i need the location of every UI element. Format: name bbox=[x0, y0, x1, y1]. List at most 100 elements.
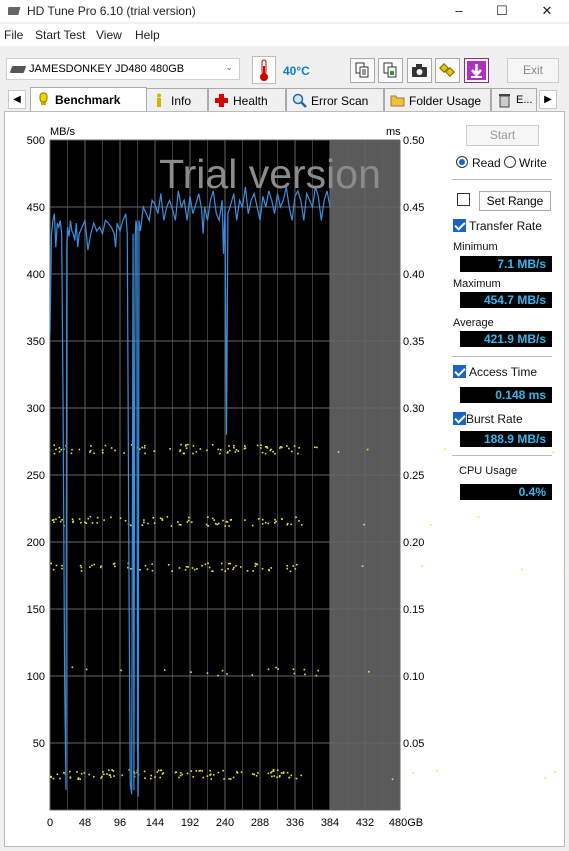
y-tick-left: 200 bbox=[27, 537, 45, 549]
tab-erase[interactable]: E... bbox=[491, 88, 537, 111]
access-time-point bbox=[51, 519, 54, 522]
menu-file[interactable]: File bbox=[4, 28, 24, 42]
screenshot-button[interactable] bbox=[407, 58, 432, 83]
access-time-point bbox=[78, 448, 81, 451]
access-time-point bbox=[152, 517, 155, 519]
read-radio[interactable] bbox=[456, 156, 468, 168]
maximum-label: Maximum bbox=[453, 278, 501, 290]
minimum-label: Minimum bbox=[453, 241, 498, 253]
exit-button[interactable]: Exit bbox=[507, 58, 559, 83]
access-time-point bbox=[363, 523, 365, 526]
access-time-point bbox=[290, 523, 292, 526]
tab-health[interactable]: Health bbox=[208, 88, 286, 111]
options-icon bbox=[439, 63, 455, 77]
tab-scroll-right[interactable]: ▶ bbox=[539, 90, 557, 109]
tab-label: Benchmark bbox=[55, 93, 121, 107]
menu-help[interactable]: Help bbox=[135, 28, 160, 42]
access-time-point bbox=[174, 771, 177, 774]
set-range-checkbox[interactable] bbox=[457, 193, 470, 206]
set-range-button[interactable]: Set Range bbox=[479, 191, 551, 211]
access-time-point bbox=[91, 564, 93, 567]
access-time-point bbox=[180, 443, 182, 446]
access-time-point bbox=[244, 447, 247, 449]
access-time-point bbox=[128, 769, 131, 771]
menu-start-test[interactable]: Start Test bbox=[35, 28, 86, 42]
access-time-point bbox=[315, 674, 318, 677]
maximize-button[interactable]: ☐ bbox=[496, 3, 508, 18]
copy-image-button[interactable] bbox=[378, 58, 403, 83]
drive-select[interactable]: JAMESDONKEY JD480 480GB ⌄ bbox=[6, 58, 240, 80]
menu-view[interactable]: View bbox=[96, 28, 122, 42]
access-time-point bbox=[257, 772, 259, 774]
transfer-rate-line bbox=[49, 186, 331, 797]
info-icon bbox=[157, 93, 161, 107]
tab-label: Folder Usage bbox=[409, 94, 482, 108]
write-radio[interactable] bbox=[504, 156, 516, 168]
access-time-point bbox=[361, 565, 364, 567]
access-time-point bbox=[261, 518, 264, 521]
access-time-point bbox=[103, 519, 105, 521]
save-button[interactable] bbox=[464, 58, 489, 83]
access-time-point bbox=[275, 666, 277, 669]
access-time-point bbox=[272, 769, 275, 771]
options-button[interactable] bbox=[435, 58, 460, 83]
burst-rate-checkbox[interactable] bbox=[453, 412, 466, 425]
access-time-point bbox=[202, 776, 205, 779]
tab-benchmark[interactable]: Benchmark bbox=[30, 87, 147, 111]
close-button[interactable]: ✕ bbox=[541, 3, 553, 18]
access-time-point bbox=[289, 570, 292, 573]
access-time-point bbox=[55, 518, 57, 521]
divider bbox=[452, 455, 552, 456]
cpu-usage-value: 0.4% bbox=[460, 484, 552, 500]
access-time-point bbox=[227, 562, 230, 565]
access-time-point bbox=[58, 447, 61, 449]
access-time-point bbox=[199, 769, 202, 772]
access-time-point bbox=[111, 769, 113, 771]
access-time-point bbox=[109, 776, 112, 778]
y-tick-right: 0.35 bbox=[403, 336, 424, 348]
access-time-point bbox=[229, 778, 232, 780]
access-time-point bbox=[161, 773, 164, 775]
tab-folder-usage[interactable]: Folder Usage bbox=[384, 88, 491, 111]
access-time-point bbox=[412, 772, 415, 774]
access-time-point bbox=[89, 515, 92, 518]
access-time-point bbox=[225, 520, 228, 523]
access-time-point bbox=[53, 452, 56, 455]
trial-watermark: Trial version bbox=[159, 151, 381, 197]
access-time-point bbox=[273, 775, 276, 777]
tab-info[interactable]: Info bbox=[146, 88, 208, 111]
access-time-point bbox=[179, 774, 182, 777]
access-time-point bbox=[279, 445, 282, 448]
x-tick: 0 bbox=[47, 817, 53, 829]
access-time-point bbox=[151, 569, 154, 572]
transfer-rate-checkbox[interactable] bbox=[453, 219, 466, 232]
access-time-point bbox=[101, 452, 104, 454]
thermometer-icon bbox=[252, 56, 276, 84]
access-time-point bbox=[120, 669, 122, 672]
start-button[interactable]: Start bbox=[466, 125, 539, 146]
access-time-point bbox=[166, 516, 169, 518]
access-time-point bbox=[254, 565, 257, 567]
copy-image-icon bbox=[383, 62, 397, 78]
access-time-point bbox=[163, 669, 166, 671]
access-time-point bbox=[211, 570, 214, 573]
minimize-button[interactable]: – bbox=[455, 3, 463, 18]
y-ticks-left: 500 450 400 350 300 250 200 150 100 50 bbox=[27, 135, 45, 750]
copy-text-button[interactable] bbox=[350, 58, 375, 83]
tab-scroll-left[interactable]: ◀ bbox=[8, 90, 26, 109]
access-time-point bbox=[233, 444, 235, 447]
access-time-point bbox=[206, 516, 209, 518]
x-tick: 432 bbox=[356, 817, 374, 829]
access-time-checkbox[interactable] bbox=[453, 365, 466, 378]
access-time-point bbox=[96, 522, 99, 524]
access-time-point bbox=[85, 522, 88, 524]
access-time-point bbox=[141, 524, 144, 527]
tab-error-scan[interactable]: Error Scan bbox=[286, 88, 384, 111]
access-time-point bbox=[261, 567, 264, 570]
access-time-point bbox=[53, 521, 55, 523]
access-time-point bbox=[201, 564, 203, 567]
access-time-point bbox=[187, 519, 190, 522]
access-time-point bbox=[71, 518, 74, 521]
access-time-point bbox=[68, 770, 71, 773]
